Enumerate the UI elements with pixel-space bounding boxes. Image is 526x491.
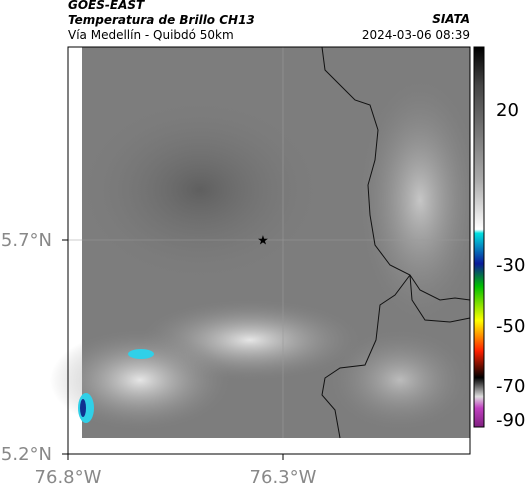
- lon-label: 76.3°W: [250, 467, 317, 488]
- cloud: [330, 330, 470, 430]
- region: Vía Medellín - Quibdó 50km: [68, 28, 234, 42]
- city-marker: ★: [257, 234, 269, 249]
- subtitle: Temperatura de Brillo CH13: [68, 13, 255, 27]
- header: GOES-EAST Temperatura de Brillo CH13 Vía…: [68, 0, 470, 42]
- cloud: [360, 80, 480, 320]
- map: ★ 5.7°N 5.2°N 76.8°W 76.3°W: [1, 46, 480, 488]
- dark-cloud: [80, 100, 320, 280]
- cold-cloud: [128, 349, 154, 359]
- colorbar-tick-label: 20: [496, 100, 519, 121]
- colorbar-scale: [473, 46, 485, 428]
- lon-label: 76.8°W: [35, 467, 102, 488]
- border-line: [321, 46, 471, 301]
- border-line: [321, 274, 411, 439]
- map-frame: [67, 46, 471, 455]
- timestamp: 2024-03-06 08:39: [362, 28, 470, 42]
- title: GOES-EAST: [68, 0, 145, 12]
- colorbar: 20 -30 -50 -70 -90: [473, 46, 525, 431]
- cold-cloud-core: [80, 399, 86, 417]
- colorbar-tick-label: -90: [496, 410, 525, 431]
- lat-label: 5.7°N: [1, 230, 52, 251]
- border-line: [409, 274, 471, 323]
- source: SIATA: [432, 12, 470, 26]
- lat-label: 5.2°N: [1, 444, 52, 465]
- colorbar-tick-label: -70: [496, 376, 525, 397]
- colorbar-tick-label: -30: [496, 255, 525, 276]
- cloud: [50, 330, 230, 430]
- colorbar-tick-label: -50: [496, 316, 525, 337]
